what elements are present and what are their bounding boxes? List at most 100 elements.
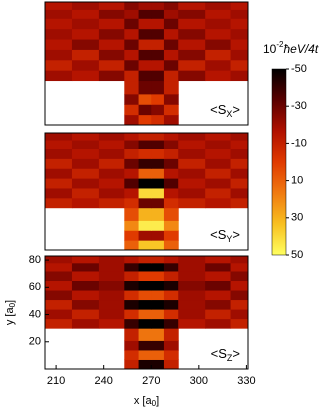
heatmap-cell [151,230,165,241]
heatmap-cell [45,309,73,320]
heatmap-cell [138,309,152,320]
heatmap-cell [138,18,152,30]
heatmap-cell [45,140,73,150]
panel-frame [44,1,249,126]
heatmap-cell [124,230,140,241]
heatmap-cell [178,140,206,150]
panel-label: <SY> [210,227,240,244]
heatmap-cell [230,168,249,179]
heatmap-cell [151,9,165,19]
heatmap-cell [98,59,125,71]
heatmap-cell [163,230,179,241]
heatmap-cell [178,318,206,329]
heatmap-cell [205,262,232,272]
heatmap-cell [98,280,125,291]
heatmap-cell [138,290,152,301]
heatmap-cell [230,59,249,71]
heatmap-cell [71,39,100,50]
heatmap-cell [45,148,73,159]
label-sub: Z [227,353,233,363]
heatmap-cell [205,299,232,310]
heatmap-cell [205,280,232,291]
heatmap-cell [230,256,249,264]
label-close: > [232,346,240,361]
heatmap-cell [138,2,152,10]
heatmap-cell [151,299,165,310]
heatmap-cell [178,28,206,40]
heatmap-cell [138,299,152,310]
heatmap-cell [163,133,179,141]
heatmap-cell [163,9,179,19]
heatmap-cell [71,178,100,189]
heatmap-cell [151,148,165,159]
heatmap-cell [230,270,249,282]
heatmap-cell [163,18,179,30]
heatmap-cell [163,80,179,95]
heatmap-cell [205,270,232,282]
heatmap-cell [124,59,140,71]
heatmap-cell [151,207,165,221]
heatmap-cell [163,359,179,370]
heatmap-cell [230,18,249,30]
colorbar-tick-label: 10 [291,175,303,187]
heatmap-cell [138,148,152,159]
heatmap-panel: <SY> [44,132,249,251]
heatmap-cell [98,140,125,150]
heatmap-cell [205,28,232,40]
heatmap-cell [230,133,249,141]
heatmap-cell [124,280,140,291]
heatmap-cell [178,158,206,169]
heatmap-cell [124,140,140,150]
heatmap-cell [98,256,125,264]
heatmap-cell [71,168,100,179]
label-sub: 0 [152,399,157,408]
heatmap-cell [45,28,73,40]
heatmap-cell [45,270,73,282]
heatmap-cell [151,220,165,231]
heatmap-cell [138,270,152,282]
heatmap-cell [205,187,232,199]
y-tick-label: 20 [29,336,41,348]
heatmap-cell [151,59,165,71]
heatmap-cell [124,104,140,116]
heatmap-cell [71,318,100,329]
label-sub: Y [226,234,232,244]
heatmap-cell [230,187,249,199]
heatmap-cell [178,59,206,71]
heatmap-cell [230,290,249,301]
heatmap-cell [178,270,206,282]
heatmap-cell [71,70,100,82]
heatmap-cell [71,2,100,10]
heatmap-cell [45,39,73,50]
heatmap-cell [71,280,100,291]
heatmap-cell [230,140,249,150]
heatmap-cell [124,318,140,329]
heatmap-cell [205,70,232,82]
heatmap-cell [138,359,152,370]
heatmap-cell [205,256,232,264]
heatmap-cell [163,349,179,360]
heatmap-cell [138,80,152,95]
heatmap-cell [124,39,140,50]
heatmap-cell [98,290,125,301]
panel-frame [44,255,249,370]
heatmap-cell [124,187,140,199]
label-open: < [210,227,218,242]
heatmap-cell [124,114,140,126]
y-tick-label: 40 [29,308,41,320]
heatmap-cell [138,93,152,105]
heatmap-cell [163,240,179,251]
heatmap-cell [205,197,232,209]
heatmap-cell [178,18,206,30]
heatmap-cell [205,158,232,169]
heatmap-cell [124,49,140,61]
heatmap-cell [151,49,165,61]
heatmap-cell [124,290,140,301]
heatmap-cell [151,70,165,82]
heatmap-cell [138,187,152,199]
heatmap-cell [205,318,232,329]
heatmap-cell [98,49,125,61]
heatmap-cell [163,140,179,150]
heatmap-cell [151,178,165,189]
heatmap-cell [151,2,165,10]
